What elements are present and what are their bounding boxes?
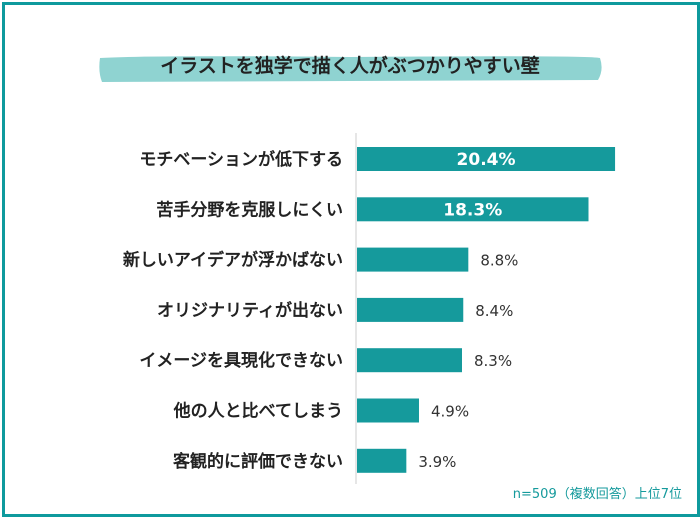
- bar: [357, 147, 616, 171]
- value-label: 3.9%: [418, 453, 456, 471]
- value-label: 8.8%: [480, 252, 518, 270]
- bar: [357, 247, 469, 272]
- category-label: 新しいアイデアが浮かばない: [123, 250, 343, 271]
- bar: [357, 348, 462, 373]
- value-label: 8.3%: [474, 352, 512, 370]
- bar: [357, 448, 407, 473]
- category-label: 苦手分野を克服しにくい: [156, 199, 343, 220]
- chart-title: イラストを独学で描く人がぶつかりやすい壁: [160, 54, 540, 77]
- value-label: 20.4%: [457, 150, 516, 170]
- bar: [357, 197, 589, 222]
- sample-note: n=509（複数回答）上位7位: [513, 486, 682, 502]
- category-label: イメージを具現化できない: [139, 350, 343, 371]
- value-label: 8.4%: [475, 302, 513, 320]
- bars-group: モチベーションが低下する 20.4% 苦手分野を克服しにくい 18.3% 新しいアイデア…: [123, 147, 616, 473]
- value-label: 18.3%: [443, 200, 502, 220]
- bar: [357, 398, 419, 423]
- category-label: 客観的に評価できない: [172, 451, 343, 472]
- category-label: モチベーションが低下する: [139, 149, 343, 170]
- category-label: 他の人と比べてしまう: [173, 401, 343, 422]
- title-band: [99, 56, 602, 82]
- value-label: 4.9%: [431, 403, 469, 421]
- category-label: オリジナリティが出ない: [157, 300, 343, 321]
- bar: [357, 297, 464, 322]
